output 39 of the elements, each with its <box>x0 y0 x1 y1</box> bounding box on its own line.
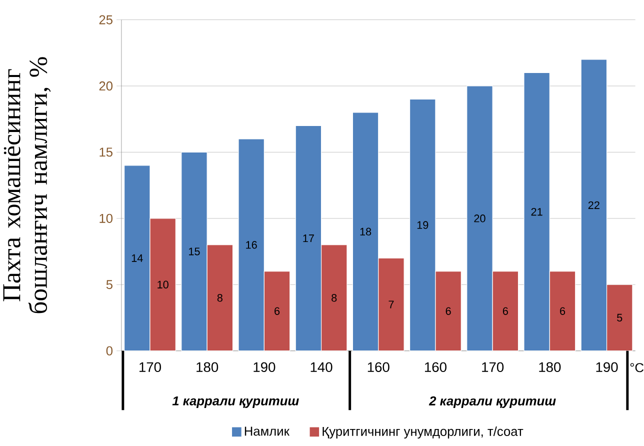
data-label: 7 <box>388 300 394 308</box>
data-label: 19 <box>417 221 428 230</box>
data-label: 8 <box>332 294 337 302</box>
x-tick-label: 170 <box>482 362 504 372</box>
x-tick-label: 170 <box>140 362 161 372</box>
y-tick-label: 5 <box>106 280 112 290</box>
data-label: 6 <box>274 307 280 316</box>
y-tick-label: 25 <box>99 15 112 24</box>
data-label: 16 <box>246 241 257 249</box>
data-label: 14 <box>132 254 143 262</box>
text: 2 каррали қуритиш <box>428 396 556 408</box>
x-tick-label: 180 <box>196 362 218 372</box>
data-label: 17 <box>303 234 314 242</box>
data-label: 20 <box>474 214 486 222</box>
legend-label: Намлик <box>244 426 290 436</box>
data-label: 6 <box>502 307 508 316</box>
data-label: 8 <box>217 294 222 302</box>
data-label: 22 <box>588 202 600 210</box>
text: °C <box>630 363 644 372</box>
text: 1 каррали қуритиш <box>172 396 299 408</box>
y-tick-label: 15 <box>100 148 112 157</box>
x-tick-label: 140 <box>310 362 332 372</box>
x-tick-label: 190 <box>596 362 618 372</box>
x-tick-label: 160 <box>368 362 390 372</box>
data-label: 21 <box>531 208 542 216</box>
legend-label: Қуритгичнинг унумдорлиги, т/соат <box>322 426 524 439</box>
y-tick-label: 20 <box>99 82 113 91</box>
x-tick-label: 180 <box>539 362 561 372</box>
x-tick-label: 160 <box>424 362 446 372</box>
data-label: 6 <box>560 307 566 316</box>
x-tick-label: 190 <box>254 362 276 372</box>
y-axis-title: Пахта хомашёсининг бошланғич намлиги, % <box>3 57 51 314</box>
data-label: 15 <box>189 248 200 256</box>
data-label: 18 <box>360 228 372 236</box>
data-label: 6 <box>446 307 451 316</box>
y-tick-label: 10 <box>100 214 113 224</box>
data-label: 5 <box>617 314 622 322</box>
y-tick-label: 0 <box>106 346 113 356</box>
data-label: 10 <box>158 280 168 289</box>
